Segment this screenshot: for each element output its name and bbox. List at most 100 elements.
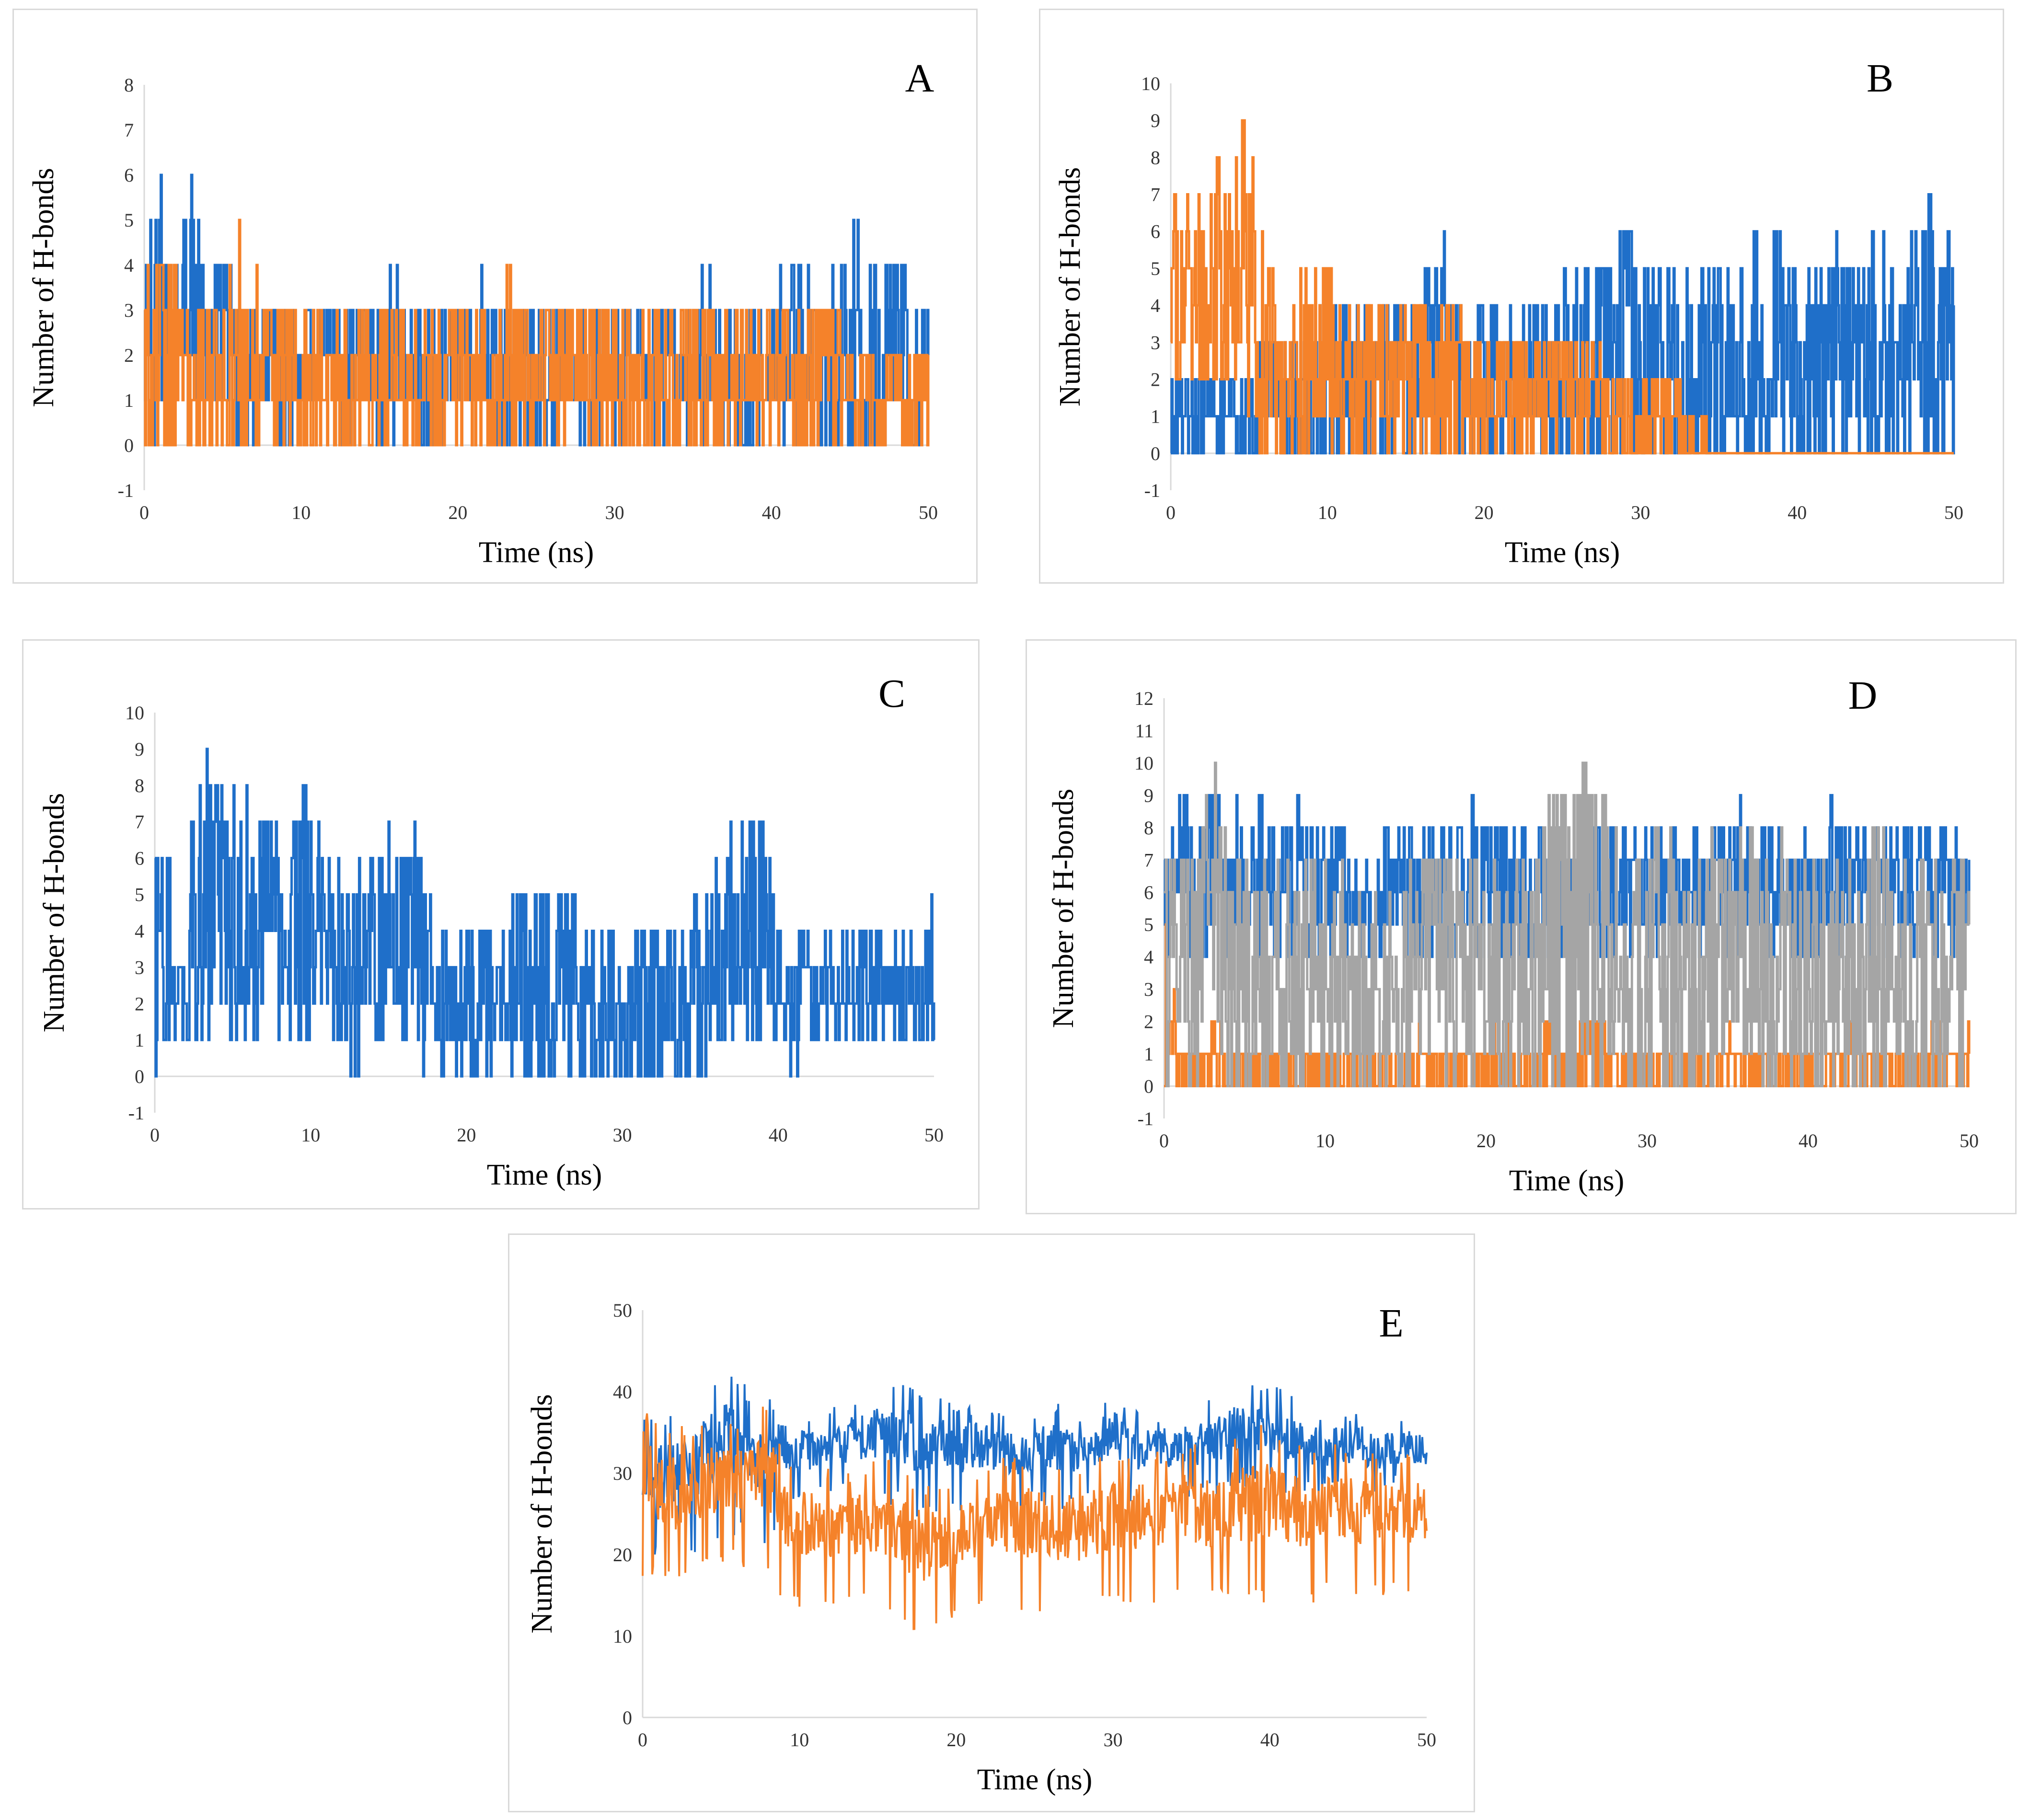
x-tick-label: 0 xyxy=(1159,1130,1169,1152)
panel-letter-d: D xyxy=(1848,673,1878,718)
y-tick-label: 5 xyxy=(1151,258,1160,279)
x-tick-label: 10 xyxy=(1318,502,1337,523)
y-tick-label: 0 xyxy=(623,1707,632,1728)
y-tick-label: 2 xyxy=(1151,369,1160,390)
x-tick-label: 10 xyxy=(1315,1130,1335,1152)
y-tick-label: 0 xyxy=(135,1066,144,1087)
panel-a: -1 0 1 2 3 4 5 6 7 8 0 10 20 30 40 50 Time (ns) Number of… xyxy=(12,9,978,584)
panel-e: 0 10 20 30 40 50 0 10 20 30 40 50 Time (ns) Number of… xyxy=(508,1233,1475,1812)
y-tick-label: 3 xyxy=(124,299,134,321)
y-tick-label: 6 xyxy=(1144,882,1153,903)
y-tick-label: 3 xyxy=(135,956,144,978)
x-tick-label: 50 xyxy=(1960,1130,1979,1152)
x-tick-label: 40 xyxy=(769,1124,788,1146)
y-tick-label: 10 xyxy=(1141,73,1160,94)
x-tick-label: 0 xyxy=(638,1729,647,1751)
x-tick-label: 10 xyxy=(301,1124,320,1146)
y-axis-title: Number of H-bonds xyxy=(526,1394,558,1633)
panel-c: -1 0 1 2 3 4 5 6 7 8 9 10 0 10 20 30 40 50 Time (ns) Number… xyxy=(22,639,980,1209)
x-tick-label: 30 xyxy=(613,1124,632,1146)
x-tick-label: 20 xyxy=(1476,1130,1496,1152)
x-tick-label: 30 xyxy=(1638,1130,1657,1152)
x-tick-label: 50 xyxy=(924,1124,944,1146)
x-tick-label: 40 xyxy=(1788,502,1807,523)
x-tick-label: 40 xyxy=(762,502,781,523)
y-tick-label: 8 xyxy=(1144,817,1153,839)
y-tick-label: 4 xyxy=(135,920,144,942)
y-tick-label: 7 xyxy=(1151,184,1160,206)
y-tick-label: 7 xyxy=(124,119,134,141)
x-axis-title: Time (ns) xyxy=(479,536,594,569)
y-tick-label: 8 xyxy=(135,775,144,796)
y-tick-label: 30 xyxy=(613,1463,632,1484)
y-tick-label: 8 xyxy=(1151,147,1160,168)
y-tick-label: 5 xyxy=(1144,914,1153,935)
y-tick-label: 0 xyxy=(1144,1076,1153,1097)
y-tick-label: 1 xyxy=(124,390,134,411)
y-tick-label: 6 xyxy=(124,164,134,186)
y-tick-label: 3 xyxy=(1144,979,1153,1000)
y-tick-label: 8 xyxy=(124,74,134,96)
y-axis-title: Number of H-bonds xyxy=(1054,167,1086,406)
chart-c: -1 0 1 2 3 4 5 6 7 8 9 10 0 10 20 30 40 50 Time (ns) Number… xyxy=(38,671,944,1191)
series-line-blue xyxy=(154,748,935,1078)
y-tick-label: 9 xyxy=(1151,110,1160,131)
y-tick-label: 4 xyxy=(1151,295,1160,316)
panel-letter-b: B xyxy=(1867,56,1893,101)
y-tick-label: 9 xyxy=(135,738,144,760)
y-tick-label: 3 xyxy=(1151,332,1160,353)
series-line-orange xyxy=(144,219,930,447)
y-tick-label: 4 xyxy=(1144,946,1153,968)
y-tick-label: 6 xyxy=(1151,221,1160,242)
x-tick-label: 50 xyxy=(1417,1729,1436,1751)
y-tick-label: 20 xyxy=(613,1544,632,1566)
x-axis-title: Time (ns) xyxy=(1505,536,1620,569)
y-tick-label: 2 xyxy=(1144,1011,1153,1033)
panel-b: -1 0 1 2 3 4 5 6 7 8 9 10 0 10 20 30 40 50 Time (ns) Number… xyxy=(1039,9,2004,584)
y-tick-label: 6 xyxy=(135,848,144,869)
x-tick-label: 30 xyxy=(1104,1729,1123,1751)
x-tick-label: 0 xyxy=(139,502,149,523)
x-tick-label: 20 xyxy=(946,1729,966,1751)
y-tick-label: -1 xyxy=(1144,480,1160,501)
y-tick-label: 9 xyxy=(1144,784,1153,806)
y-tick-label: 10 xyxy=(1134,752,1153,774)
x-tick-label: 50 xyxy=(1944,502,1963,523)
x-tick-label: 20 xyxy=(1475,502,1494,523)
x-axis-title: Time (ns) xyxy=(977,1763,1093,1796)
x-tick-label: 50 xyxy=(919,502,938,523)
x-tick-label: 0 xyxy=(1166,502,1176,523)
chart-b: -1 0 1 2 3 4 5 6 7 8 9 10 0 10 20 30 40 50 Time (ns) Number… xyxy=(1054,56,1963,569)
y-tick-label: -1 xyxy=(128,1102,144,1124)
panel-d: -1 0 1 2 3 4 5 6 7 8 9 10 11 12 0 10 20 30 40 50 Time (ns) Nu… xyxy=(1026,639,2017,1214)
y-tick-label: 7 xyxy=(135,811,144,833)
y-tick-label: 7 xyxy=(1144,849,1153,871)
y-axis-title: Number of H-bonds xyxy=(27,168,60,407)
y-axis-title: Number of H-bonds xyxy=(1047,789,1080,1028)
x-tick-label: 40 xyxy=(1260,1729,1280,1751)
panel-letter-c: C xyxy=(878,671,905,716)
x-tick-label: 20 xyxy=(448,502,467,523)
y-tick-label: 0 xyxy=(124,435,134,456)
y-tick-label: 0 xyxy=(1151,443,1160,464)
y-tick-label: 40 xyxy=(613,1381,632,1403)
y-tick-label: 5 xyxy=(124,209,134,231)
x-axis-title: Time (ns) xyxy=(1509,1164,1625,1197)
series-line-gray xyxy=(1164,761,1971,1087)
panel-letter-a: A xyxy=(905,56,934,101)
y-tick-label: 2 xyxy=(135,993,144,1014)
y-tick-label: -1 xyxy=(118,480,134,501)
y-axis-title: Number of H-bonds xyxy=(38,793,70,1032)
x-tick-label: 40 xyxy=(1799,1130,1818,1152)
y-tick-label: -1 xyxy=(1138,1108,1153,1129)
x-tick-label: 10 xyxy=(291,502,311,523)
x-tick-label: 30 xyxy=(1631,502,1650,523)
y-tick-label: 12 xyxy=(1134,688,1153,709)
x-axis-title: Time (ns) xyxy=(487,1159,602,1191)
y-tick-label: 2 xyxy=(124,345,134,366)
panel-letter-e: E xyxy=(1379,1301,1403,1346)
series-line-orange xyxy=(1170,119,1954,455)
y-tick-label: 10 xyxy=(613,1625,632,1647)
